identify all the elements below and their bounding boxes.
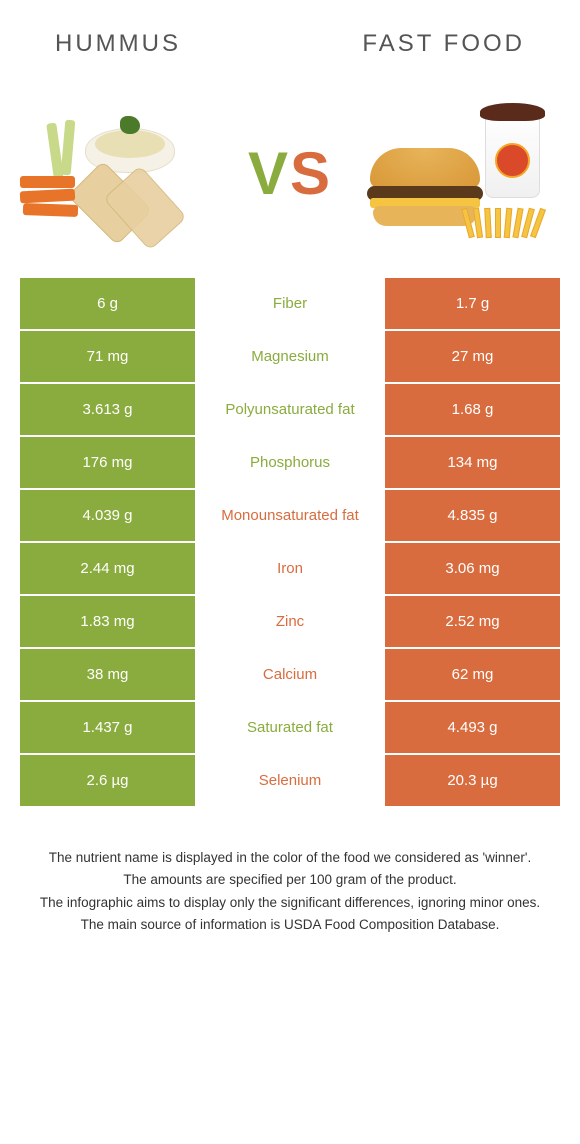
footer-line: The infographic aims to display only the… [25,893,555,913]
left-value: 2.44 mg [20,543,195,594]
vs-s: S [290,140,332,207]
left-value: 1.437 g [20,702,195,753]
table-row: 1.437 gSaturated fat4.493 g [20,702,560,755]
left-value: 176 mg [20,437,195,488]
right-value: 20.3 µg [385,755,560,806]
image-row: VS [0,78,580,278]
left-value: 2.6 µg [20,755,195,806]
header-left-title: HUMMUS [55,30,181,58]
right-value: 4.493 g [385,702,560,753]
footer-line: The nutrient name is displayed in the co… [25,848,555,868]
table-row: 176 mgPhosphorus134 mg [20,437,560,490]
header-right-title: FAST FOOD [362,30,525,58]
left-value: 3.613 g [20,384,195,435]
nutrient-label: Polyunsaturated fat [195,384,385,435]
left-value: 38 mg [20,649,195,700]
table-row: 1.83 mgZinc2.52 mg [20,596,560,649]
table-row: 3.613 gPolyunsaturated fat1.68 g [20,384,560,437]
table-row: 71 mgMagnesium27 mg [20,331,560,384]
table-row: 2.44 mgIron3.06 mg [20,543,560,596]
right-value: 27 mg [385,331,560,382]
fastfood-image [365,98,565,248]
table-row: 2.6 µgSelenium20.3 µg [20,755,560,808]
nutrient-label: Calcium [195,649,385,700]
nutrient-label: Saturated fat [195,702,385,753]
right-value: 134 mg [385,437,560,488]
vs-v: V [248,140,290,207]
hummus-image [15,98,215,248]
right-value: 1.68 g [385,384,560,435]
left-value: 6 g [20,278,195,329]
nutrient-label: Selenium [195,755,385,806]
nutrient-label: Fiber [195,278,385,329]
left-value: 71 mg [20,331,195,382]
right-value: 4.835 g [385,490,560,541]
nutrient-label: Magnesium [195,331,385,382]
vs-label: VS [248,139,332,208]
footer-notes: The nutrient name is displayed in the co… [0,808,580,935]
left-value: 4.039 g [20,490,195,541]
footer-line: The amounts are specified per 100 gram o… [25,870,555,890]
footer-line: The main source of information is USDA F… [25,915,555,935]
right-value: 2.52 mg [385,596,560,647]
nutrient-label: Monounsaturated fat [195,490,385,541]
table-row: 6 gFiber1.7 g [20,278,560,331]
table-row: 4.039 gMonounsaturated fat4.835 g [20,490,560,543]
table-row: 38 mgCalcium62 mg [20,649,560,702]
left-value: 1.83 mg [20,596,195,647]
header: HUMMUS FAST FOOD [0,0,580,78]
right-value: 3.06 mg [385,543,560,594]
right-value: 62 mg [385,649,560,700]
nutrient-label: Phosphorus [195,437,385,488]
nutrient-label: Iron [195,543,385,594]
comparison-table: 6 gFiber1.7 g71 mgMagnesium27 mg3.613 gP… [20,278,560,808]
nutrient-label: Zinc [195,596,385,647]
right-value: 1.7 g [385,278,560,329]
